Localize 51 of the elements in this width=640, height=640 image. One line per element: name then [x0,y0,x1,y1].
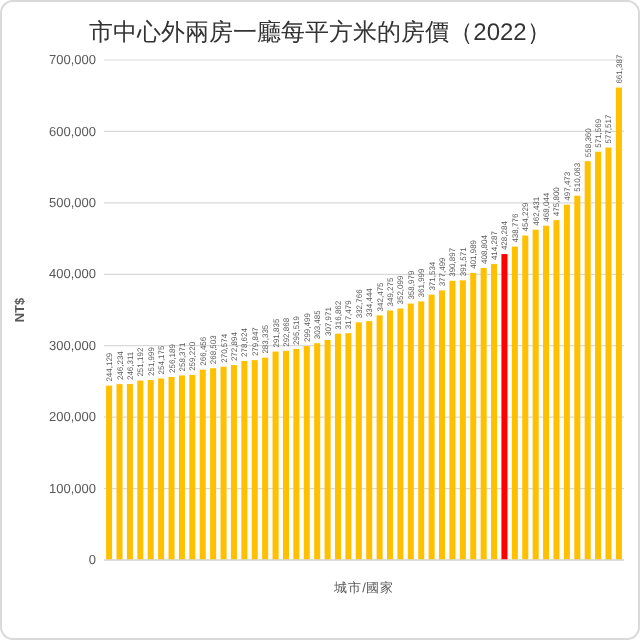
bar [439,290,446,560]
bar [470,272,477,560]
bar [210,368,217,560]
bar [220,366,227,560]
bar [563,204,570,560]
bar [126,384,133,560]
bar [428,294,435,560]
bar [241,360,248,560]
bar [584,161,591,560]
bar [605,147,612,560]
bar [230,365,237,560]
bar [199,369,206,560]
bar [491,264,498,560]
bar [376,315,383,560]
bar [366,321,373,560]
bar [147,380,154,560]
bar [407,303,414,560]
bar [262,357,269,560]
bar [137,380,144,560]
bar [615,87,622,560]
bar [314,343,321,560]
bar [574,195,581,560]
bar [543,225,550,560]
bar [595,151,602,560]
bar [116,384,123,560]
bar [303,346,310,560]
bar [480,268,487,560]
bar [178,375,185,560]
bar [459,280,466,560]
bar [397,308,404,560]
bar [501,254,508,560]
bar [522,235,529,560]
bar [418,301,425,560]
bar [355,322,362,560]
bar [324,340,331,560]
bar [272,351,279,560]
bar [158,378,165,560]
chart-title: 市中心外兩房一廳每平方米的房價（2022） [89,18,551,46]
bar [386,310,394,560]
bar [553,220,560,560]
bar [345,333,352,560]
bar [282,350,289,560]
bar [251,360,258,560]
bar [189,374,196,560]
bar [532,229,539,560]
bar [334,333,342,560]
bar [293,348,300,560]
bar [511,246,518,560]
bar [449,280,456,560]
bar [106,385,113,560]
bar [168,377,175,560]
